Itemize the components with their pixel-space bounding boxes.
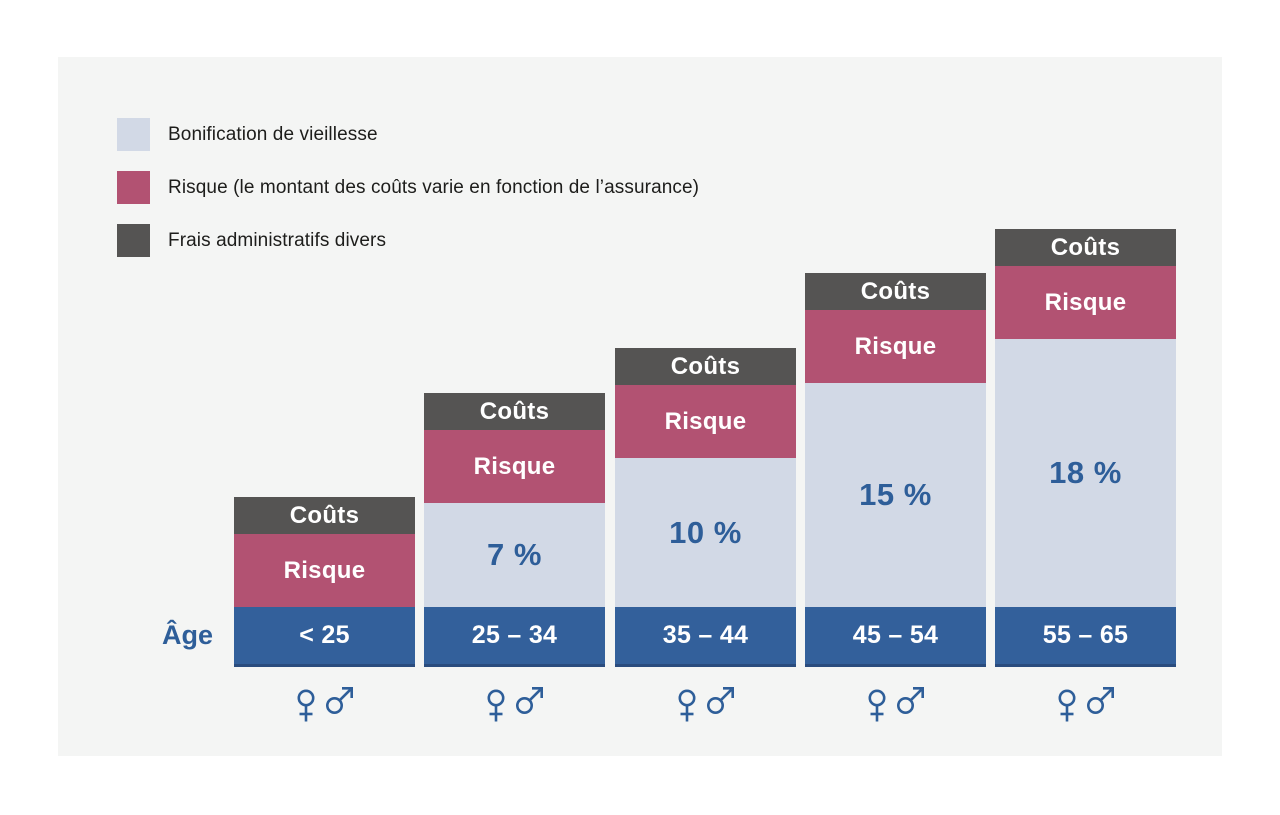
age-axis-label: Âge [162,620,214,650]
bar-segment-bonification-label: 18 % [1049,455,1122,490]
legend-label-bonification: Bonification de vieillesse [168,123,378,145]
bar-segment-couts: Coûts [424,393,605,430]
bar-segment-couts-label: Coûts [1050,233,1121,261]
bar-age-band: 25 – 34 [424,607,605,667]
male-icon [897,687,924,714]
bar-age-band-label: 25 – 34 [471,621,558,649]
bar-segment-couts: Coûts [995,229,1176,266]
bar-segment-couts: Coûts [234,497,415,534]
female-icon [868,689,886,722]
bar-age-band: 35 – 44 [615,607,796,667]
bar-segment-risque: Risque [234,534,415,607]
bar-segment-risque-label: Risque [854,332,937,360]
bar-segment-risque-label: Risque [664,407,747,435]
bar-age-band-label: 45 – 54 [852,621,939,649]
bar-segment-risque: Risque [805,310,986,383]
legend: Bonification de vieillesse Risque (le mo… [117,118,699,277]
bar-segment-risque: Risque [424,430,605,503]
bar-segment-bonification-label: 15 % [859,477,932,512]
gender-icons [995,677,1176,723]
bar-segment-couts-label: Coûts [479,397,550,425]
legend-item-frais: Frais administratifs divers [117,224,699,257]
bar-segment-bonification-label: 7 % [487,537,542,572]
bar-segment-risque-label: Risque [473,452,556,480]
stacked-bar-5: Coûts Risque 18 % 55 – 65 [995,229,1176,667]
stacked-bar-1: Coûts Risque < 25 [234,497,415,667]
stacked-bar-2: Coûts Risque 7 % 25 – 34 [424,393,605,667]
bar-age-band-label: 55 – 65 [1042,621,1129,649]
stacked-bar-3: Coûts Risque 10 % 35 – 44 [615,348,796,667]
bar-segment-risque-label: Risque [283,556,366,584]
bar-segment-risque: Risque [995,266,1176,339]
bar-segment-bonification: 18 % [995,339,1176,607]
bonification-swatch [117,118,150,151]
female-icon [297,689,315,722]
bar-segment-bonification-label: 10 % [669,514,742,550]
bar-segment-bonification: 7 % [424,503,605,607]
gender-icons [615,677,796,723]
gender-icons [234,677,415,723]
female-icon [1058,689,1076,722]
bar-segment-bonification: 15 % [805,383,986,607]
bar-age-band-label: < 25 [299,621,350,649]
bar-segment-couts-label: Coûts [860,277,931,305]
male-icon [516,687,543,714]
frais-swatch [117,224,150,257]
bar-age-band: 45 – 54 [805,607,986,667]
bar-segment-couts: Coûts [615,348,796,385]
female-icon [487,689,505,722]
legend-label-risque: Risque (le montant des coûts varie en fo… [168,176,700,198]
bar-segment-couts-label: Coûts [289,501,360,529]
legend-item-bonification: Bonification de vieillesse [117,118,699,151]
bar-age-band-label: 35 – 44 [662,621,749,649]
bars-layer: Coûts Risque < 25 Coûts Risque 7 % 25 – 34 Coût… [58,57,1222,756]
male-icon [326,687,353,714]
bar-segment-couts-label: Coûts [670,352,741,380]
male-icon [707,687,734,714]
bar-segment-risque: Risque [615,385,796,458]
legend-item-risque: Risque (le montant des coûts varie en fo… [117,171,699,204]
legend-label-frais: Frais administratifs divers [168,229,387,251]
bar-segment-couts: Coûts [805,273,986,310]
bar-age-band: < 25 [234,607,415,667]
female-icon [678,689,696,722]
male-icon [1087,687,1114,714]
bar-segment-risque-label: Risque [1044,288,1127,316]
chart-panel: Bonification de vieillesse Risque (le mo… [58,57,1222,756]
bar-segment-bonification: 10 % [615,458,796,607]
bar-age-band: 55 – 65 [995,607,1176,667]
risque-swatch [117,171,150,204]
gender-icons [805,677,986,723]
stacked-bar-4: Coûts Risque 15 % 45 – 54 [805,273,986,667]
gender-icons [424,677,605,723]
